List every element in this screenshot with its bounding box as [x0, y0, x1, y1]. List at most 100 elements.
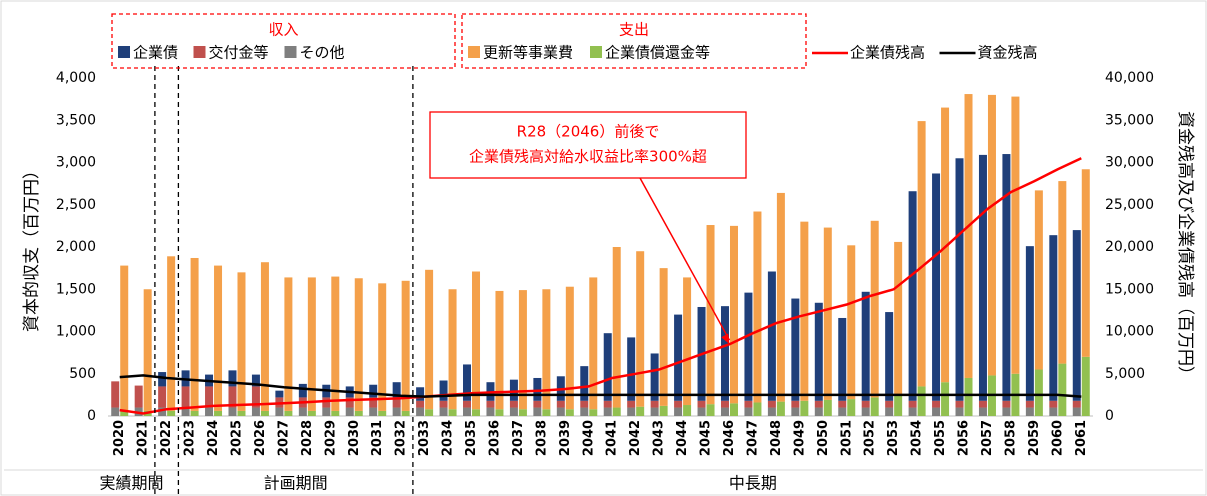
- bar-segment: [932, 400, 941, 408]
- period-label: 実績期間: [99, 474, 163, 493]
- bar-segment: [228, 407, 237, 416]
- bar-segment: [1025, 400, 1034, 408]
- bar-segment: [1049, 235, 1058, 401]
- x-tick-label: 2058: [1003, 420, 1018, 456]
- bar-segment: [838, 317, 847, 401]
- bar-segment: [331, 276, 340, 411]
- bar-segment: [870, 220, 879, 398]
- bar-segment: [636, 406, 645, 416]
- bar-segment: [533, 377, 542, 401]
- bar-segment: [298, 383, 307, 398]
- bar-segment: [767, 271, 776, 401]
- bar-segment: [369, 397, 378, 408]
- bar-segment: [659, 268, 668, 406]
- bar-segment: [791, 407, 800, 416]
- bar-segment: [439, 407, 448, 416]
- legend-label: 企業債残高: [850, 44, 925, 62]
- bar-segment: [214, 410, 223, 416]
- y2-tick-label: 10,000: [1105, 324, 1154, 340]
- bar-segment: [322, 397, 331, 408]
- bar-segment: [463, 364, 472, 401]
- y-tick-label: 500: [69, 366, 96, 382]
- x-tick-label: 2050: [816, 420, 831, 456]
- annotation-text: R28（2046）前後で: [517, 123, 660, 141]
- bar-segment: [917, 386, 926, 416]
- bar-segment: [861, 291, 870, 401]
- y2-tick-label: 5,000: [1105, 366, 1145, 382]
- bar-segment: [589, 277, 598, 410]
- x-tick-label: 2047: [745, 420, 760, 456]
- bar-segment: [674, 407, 683, 416]
- bar-segment: [134, 385, 143, 408]
- bar-segment: [908, 191, 917, 401]
- bar-segment: [1034, 190, 1043, 370]
- x-tick-label: 2033: [417, 420, 432, 456]
- bar-segment: [214, 265, 223, 411]
- bar-segment: [448, 409, 457, 416]
- x-tick-label: 2026: [253, 420, 268, 456]
- bar-segment: [143, 289, 152, 411]
- x-tick-label: 2036: [487, 420, 502, 456]
- bar-segment: [486, 400, 495, 408]
- bar-segment: [650, 400, 659, 408]
- bar-segment: [228, 386, 237, 408]
- bar-segment: [439, 380, 448, 401]
- x-tick-label: 2044: [675, 420, 690, 456]
- bar-segment: [1072, 230, 1081, 401]
- x-tick-label: 2059: [1027, 420, 1042, 456]
- bar-segment: [533, 407, 542, 416]
- bar-segment: [190, 410, 199, 416]
- bar-segment: [448, 289, 457, 410]
- bar-segment: [791, 298, 800, 401]
- bar-segment: [885, 407, 894, 416]
- bar-segment: [111, 407, 120, 416]
- x-tick-label: 2027: [276, 420, 291, 456]
- legend-swatch: [193, 46, 206, 58]
- bar-segment: [580, 400, 589, 408]
- x-tick-label: 2031: [370, 420, 385, 456]
- legend-label: その他: [300, 44, 345, 62]
- bar-segment: [847, 399, 856, 416]
- bar-segment: [307, 277, 316, 411]
- bar-segment: [556, 407, 565, 416]
- bar-segment: [729, 403, 738, 416]
- bar-segment: [908, 400, 917, 408]
- bar-segment: [120, 265, 129, 411]
- bar-segment: [814, 302, 823, 401]
- bar-segment: [870, 397, 879, 416]
- legend-label: 更新等事業費: [483, 44, 573, 62]
- bar-segment: [1025, 246, 1034, 401]
- bar-segment: [392, 382, 401, 398]
- x-tick-label: 2060: [1050, 420, 1065, 456]
- bar-segment: [744, 292, 753, 401]
- y-tick-label: 2,000: [56, 239, 96, 255]
- x-tick-label: 2061: [1074, 420, 1089, 456]
- x-tick-label: 2053: [886, 420, 901, 456]
- bar-segment: [158, 372, 167, 387]
- bar-segment: [861, 407, 870, 416]
- bar-segment: [894, 395, 903, 416]
- bar-segment: [800, 221, 809, 401]
- x-tick-label: 2057: [980, 420, 995, 456]
- bar-segment: [674, 314, 683, 401]
- y-tick-label: 0: [87, 408, 96, 424]
- bar-segment: [439, 400, 448, 408]
- bar-segment: [354, 278, 363, 411]
- bar-segment: [401, 410, 410, 416]
- bar-segment: [706, 225, 715, 405]
- y2-tick-label: 0: [1105, 408, 1114, 424]
- x-tick-label: 2021: [136, 420, 151, 456]
- y-tick-label: 3,000: [56, 155, 96, 171]
- legend-group-title: 収入: [268, 21, 298, 39]
- bar-segment: [205, 407, 214, 416]
- bar-segment: [518, 409, 527, 416]
- bar-segment: [260, 262, 269, 411]
- x-tick-label: 2025: [229, 420, 244, 456]
- bar-segment: [1072, 407, 1081, 416]
- x-tick-label: 2035: [464, 420, 479, 456]
- bar-segment: [1011, 96, 1020, 374]
- x-tick-label: 2041: [605, 420, 620, 456]
- bar-segment: [861, 400, 870, 408]
- legend-label: 企業債償還金等: [605, 44, 710, 62]
- bar-segment: [472, 271, 481, 410]
